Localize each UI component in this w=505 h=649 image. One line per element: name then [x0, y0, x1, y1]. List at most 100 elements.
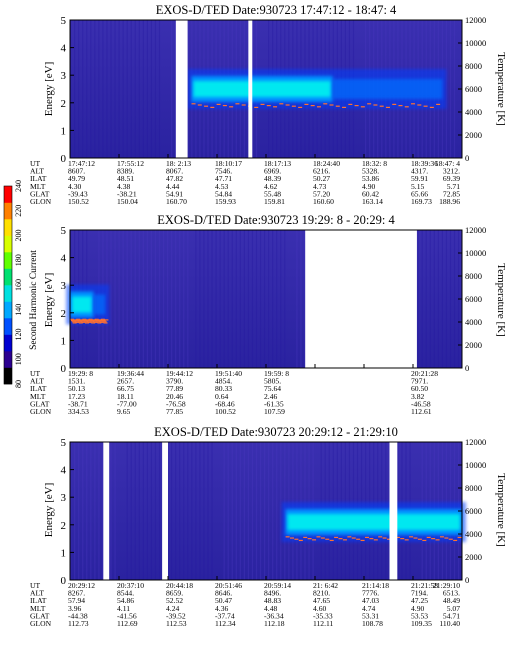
trace-mark	[307, 538, 312, 540]
temperature-tick-label: 12000	[465, 225, 486, 235]
ephemeris-row-label: GLON	[30, 619, 52, 628]
texture-stripe	[251, 442, 254, 580]
energy-tick-label: 5	[61, 15, 67, 27]
ephemeris-cell: 4.30	[68, 182, 81, 191]
colorbar-tick-label: 240	[14, 180, 23, 192]
ephemeris-cell: 60.42	[362, 189, 379, 198]
energy-tick-label: 0	[61, 153, 67, 165]
ephemeris-cell: 18: 2:13	[166, 159, 191, 168]
texture-stripe	[191, 442, 193, 580]
texture-stripe	[243, 230, 245, 368]
ephemeris-cell: 18:10:17	[215, 159, 242, 168]
temperature-tick-label: 12000	[465, 437, 486, 447]
texture-stripe	[142, 230, 144, 368]
ephemeris-cell: 20:59:14	[264, 581, 291, 590]
ephemeris-cell: -46.58	[411, 399, 431, 408]
ephemeris-cell: 19:59: 8	[264, 369, 289, 378]
texture-stripe	[255, 230, 258, 368]
ephemeris-cell: -39.43	[68, 189, 88, 198]
texture-stripe	[102, 20, 104, 158]
trace-mark	[448, 538, 453, 540]
ephemeris-cell: 57.20	[313, 189, 330, 198]
texture-stripe	[268, 230, 270, 368]
trace-mark	[216, 103, 221, 105]
ephemeris-cell: 19:36:44	[117, 369, 144, 378]
ephemeris-cell: 18:47: 4	[435, 159, 460, 168]
trace-mark	[294, 538, 299, 540]
ephemeris-cell: 8267.	[68, 589, 85, 598]
ephemeris-cell: 47.25	[411, 596, 428, 605]
texture-stripe	[138, 230, 140, 368]
ephemeris-cell: 4.36	[215, 604, 228, 613]
trace-mark	[99, 321, 104, 323]
colorbar-block	[4, 334, 12, 352]
ephemeris-cell: 72.85	[443, 189, 460, 198]
ephemeris-cell: 112.11	[313, 619, 334, 628]
texture-stripe	[154, 20, 157, 158]
texture-stripe	[207, 442, 209, 580]
colorbar-block	[4, 301, 12, 319]
energy-tick-label: 5	[61, 225, 67, 237]
spectrogram-panel-3: EXOS-D/TED Date:930723 20:29:12 - 21:29:…	[30, 425, 505, 628]
ephemeris-cell: 4.90	[362, 182, 375, 191]
texture-stripe	[453, 20, 456, 158]
trace-mark	[392, 103, 397, 105]
trace-mark	[422, 539, 427, 542]
texture-stripe	[183, 442, 185, 580]
ephemeris-cell: 7194.	[411, 589, 428, 598]
texture-stripe	[268, 442, 270, 580]
trace-mark	[76, 318, 81, 320]
trace-mark	[260, 103, 265, 105]
texture-stripe	[134, 20, 136, 158]
panel-2-band	[66, 284, 110, 325]
panel-2-title: EXOS-D/TED Date:930723 19:29: 8 - 20:29:…	[157, 213, 395, 227]
texture-stripe	[122, 230, 124, 368]
trace-mark	[348, 103, 353, 105]
texture-stripe	[223, 230, 225, 368]
trace-mark	[360, 106, 365, 108]
trace-mark	[404, 106, 409, 108]
texture-stripe	[126, 230, 128, 368]
ephemeris-cell: -39.52	[166, 611, 186, 620]
ephemeris-cell: 47.82	[166, 174, 183, 183]
texture-stripe	[247, 230, 250, 368]
texture-stripe	[154, 230, 157, 368]
texture-stripe	[296, 230, 298, 368]
trace-mark	[431, 538, 436, 540]
colorbar-label: Second Harmonic Current	[29, 250, 39, 350]
trace-mark	[379, 105, 384, 107]
energy-tick-label: 4	[61, 465, 67, 477]
ephemeris-cell: 48.51	[117, 174, 134, 183]
ephemeris-cell: 4.44	[166, 182, 179, 191]
ephemeris-cell: 9.65	[117, 407, 130, 416]
energy-tick-label: 0	[61, 363, 67, 375]
ephemeris-cell: 54.71	[443, 611, 460, 620]
texture-stripe	[219, 230, 221, 368]
ephemeris-cell: 112.61	[411, 407, 432, 416]
energy-tick-label: 3	[61, 70, 67, 82]
colorbar-tick-label: 80	[14, 380, 23, 388]
ephemeris-cell: 3.82	[411, 392, 424, 401]
trace-mark	[204, 105, 209, 107]
ephemeris-cell: 112.69	[117, 619, 138, 628]
trace-mark	[347, 536, 352, 538]
ephemeris-row-label: GLAT	[30, 611, 50, 620]
temperature-tick-label: 8000	[465, 483, 482, 493]
texture-stripe	[276, 442, 278, 580]
texture-stripe	[211, 230, 213, 368]
data-gap	[305, 229, 417, 369]
data-gap	[162, 441, 168, 581]
ephemeris-cell: 8210.	[313, 589, 330, 598]
texture-stripe	[441, 230, 443, 368]
trace-mark	[81, 321, 86, 323]
colorbar: 80 100 120 140 160 180 200 220 240 Second Harmon…	[3, 180, 39, 388]
ephemeris-row-label: ALT	[30, 167, 44, 176]
ephemeris-cell: 48.83	[264, 596, 281, 605]
trace-mark	[320, 537, 325, 539]
ephemeris-cell: 5328.	[362, 167, 379, 176]
texture-stripe	[272, 230, 274, 368]
trace-mark	[316, 106, 321, 108]
texture-stripe	[199, 442, 201, 580]
ephemeris-cell: 4.38	[117, 182, 130, 191]
